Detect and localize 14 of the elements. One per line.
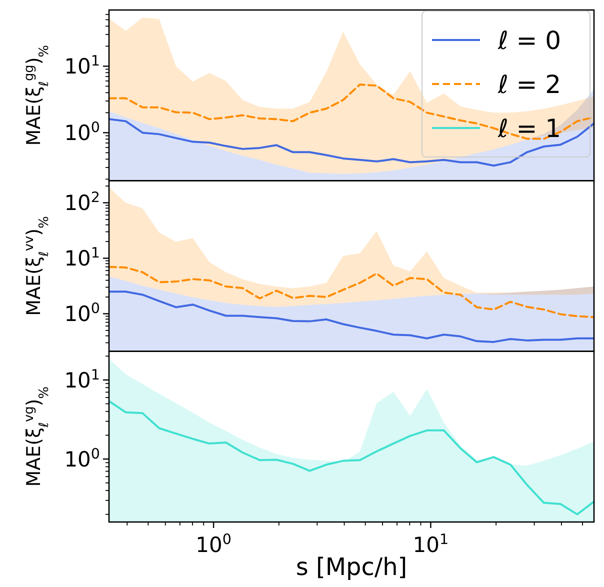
legend-label: ℓ = 2 bbox=[497, 70, 562, 99]
y-tick-label: 10$^{1}$ bbox=[64, 367, 100, 392]
x-axis-title: s [Mpc/h] bbox=[296, 553, 408, 581]
y-tick-label: 10$^{0}$ bbox=[64, 120, 100, 146]
y-tick-label: 10$^{2}$ bbox=[64, 190, 100, 216]
y-tick-label: 10$^{0}$ bbox=[64, 301, 100, 326]
line-series bbox=[109, 400, 594, 516]
legend-label: ℓ = 0 bbox=[497, 26, 562, 55]
line-series bbox=[109, 118, 594, 167]
y-tick-label: 10$^{1}$ bbox=[64, 246, 100, 271]
line-series bbox=[109, 290, 594, 343]
line-series bbox=[109, 266, 594, 318]
y-tick-label: 10$^{1}$ bbox=[64, 54, 100, 79]
y-tick-label: 10$^{0}$ bbox=[64, 446, 100, 472]
